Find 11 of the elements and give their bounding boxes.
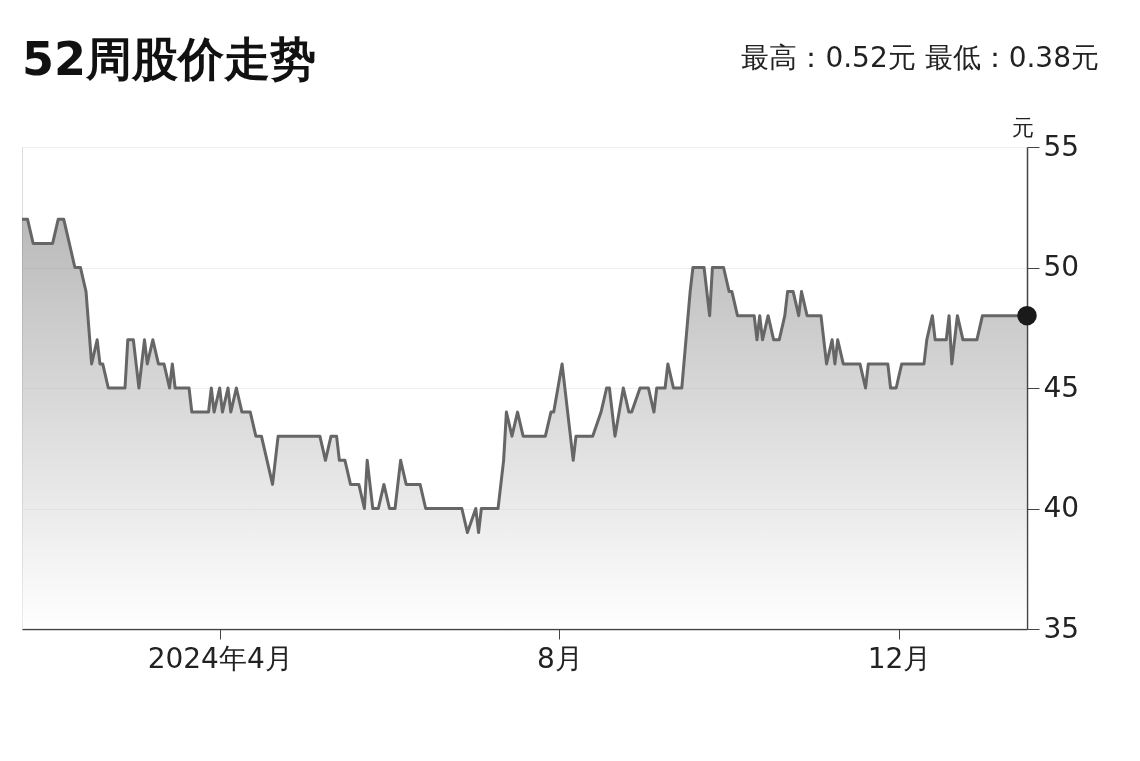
chart-subtitle: 最高：0.52元 最低：0.38元 — [741, 41, 1099, 74]
y-tick-label: 55 — [1043, 129, 1080, 163]
y-axis-title: 元 — [1011, 114, 1034, 140]
y-tick-label: 40 — [1043, 491, 1080, 524]
x-tick-label: 12月 — [867, 641, 932, 675]
y-tick-label: 45 — [1043, 370, 1080, 404]
x-tick-label: 8月 — [536, 641, 583, 675]
x-tick-label: 2024年4月 — [147, 641, 293, 675]
chart-title: 52周股价走势 — [22, 32, 317, 86]
y-tick-label: 35 — [1043, 611, 1080, 645]
y-tick-label: 50 — [1043, 250, 1080, 283]
